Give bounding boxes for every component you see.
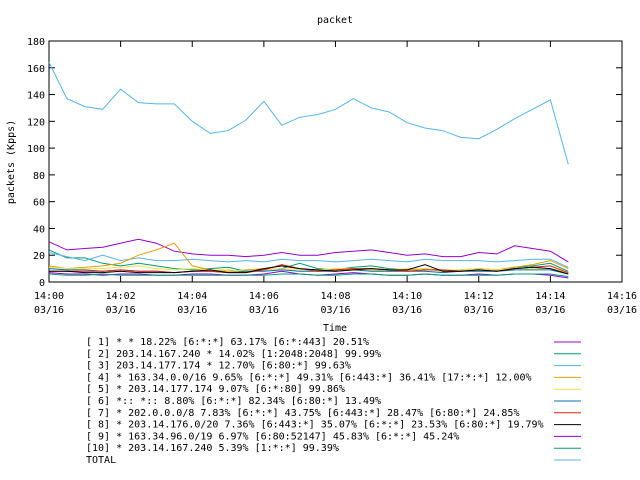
series-line-1: [48, 238, 569, 263]
x-tick-time-label: 14:02: [106, 291, 136, 302]
x-tick-date-label: 03/16: [34, 305, 64, 316]
x-tick-time-label: 14:10: [392, 291, 422, 302]
x-tick-time-label: 14:04: [177, 291, 207, 302]
series-line-8: [49, 264, 569, 275]
y-tick-label: 180: [27, 37, 45, 48]
x-tick-date-label: 03/16: [106, 305, 136, 316]
x-tick-date-label: 03/16: [464, 305, 494, 316]
legend-entry-label: [10] * 203.14.167.240 5.39% [1:*:*] 99.3…: [86, 443, 339, 454]
y-tick-label: 60: [33, 198, 45, 209]
x-tick-date-label: 03/16: [535, 305, 565, 316]
x-tick-time-label: 14:08: [320, 291, 350, 302]
plot-frame: [48, 40, 623, 283]
legend-entry-label: [ 4] * 163.34.0.0/16 9.65% [6:*:*] 49.31…: [86, 372, 532, 383]
y-axis-ticks: 0 20 40 60 80 100 120 140 160 180: [27, 37, 622, 289]
series-line-10: [48, 273, 569, 278]
x-tick-time-label: 14:16: [607, 291, 637, 302]
x-tick-time-label: 14:12: [464, 291, 494, 302]
x-axis-ticks: 14:00 03/16 14:02 03/16 14:04 03/16 14:06 03/16…: [34, 41, 637, 316]
series-lines: [48, 62, 569, 279]
x-tick-date-label: 03/16: [249, 305, 279, 316]
chart-title: packet: [317, 15, 353, 26]
legend-entry-label: [ 1] * * 18.22% [6:*:*] 63.17% [6:*:443]…: [86, 337, 369, 348]
legend: [ 1] * * 18.22% [6:*:*] 63.17% [6:*:443]…: [86, 337, 581, 466]
x-tick-date-label: 03/16: [392, 305, 422, 316]
series-line-11: [48, 62, 569, 165]
x-tick-date-label: 03/16: [607, 305, 637, 316]
legend-entry-label: TOTAL: [86, 455, 116, 466]
y-tick-label: 0: [39, 278, 45, 289]
y-tick-label: 20: [33, 251, 45, 262]
legend-entry-label: [ 8] * 203.14.176.0/20 7.36% [6:443:*] 3…: [86, 420, 544, 431]
legend-entry-label: [ 7] * 202.0.0.0/8 7.83% [6:*:*] 43.75% …: [86, 408, 519, 419]
x-tick-time-label: 14:00: [34, 291, 64, 302]
y-axis-label: packets (Kpps): [6, 120, 17, 204]
legend-entry-label: [ 9] * 163.34.96.0/19 6.97% [6:80:52147]…: [86, 431, 459, 442]
x-axis-label: Time: [323, 323, 347, 334]
y-tick-label: 120: [27, 117, 45, 128]
y-tick-label: 40: [33, 224, 45, 235]
y-tick-label: 80: [33, 171, 45, 182]
legend-entry-label: [ 3] 203.14.177.174 * 12.70% [6:80:*] 99…: [86, 361, 351, 372]
x-tick-date-label: 03/16: [320, 305, 350, 316]
x-tick-date-label: 03/16: [177, 305, 207, 316]
x-tick-time-label: 14:14: [535, 291, 565, 302]
y-tick-label: 160: [27, 64, 45, 75]
y-tick-label: 100: [27, 144, 45, 155]
legend-entry-label: [ 6] *:: *:: 8.80% [6:*:*] 82.34% [6:80:…: [86, 396, 381, 407]
y-tick-label: 140: [27, 91, 45, 102]
legend-entry-label: [ 5] * 203.14.177.174 9.07% [6:*:80] 99.…: [86, 384, 345, 395]
x-tick-time-label: 14:06: [249, 291, 279, 302]
legend-entry-label: [ 2] 203.14.167.240 * 14.02% [1:2048:204…: [86, 349, 381, 360]
series-line-3: [48, 252, 569, 268]
